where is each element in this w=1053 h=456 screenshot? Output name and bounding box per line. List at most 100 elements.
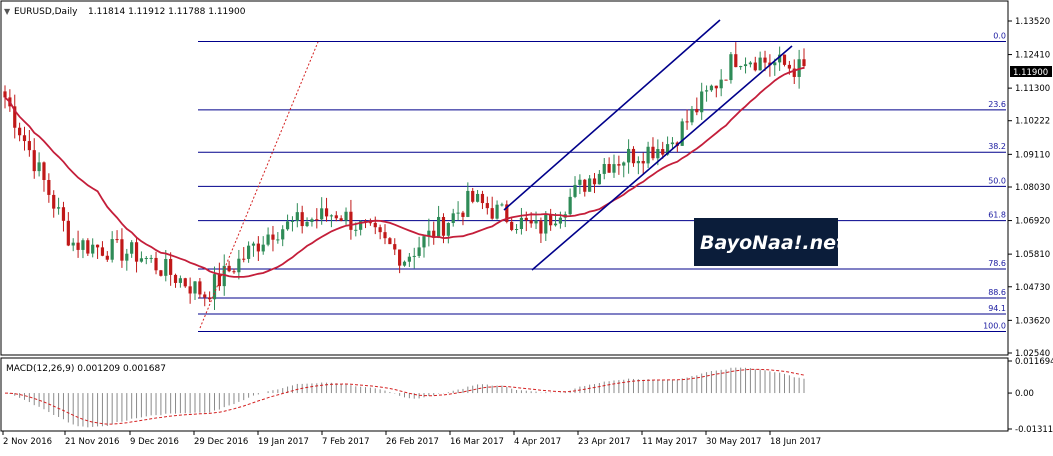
moving-average-layer — [4, 66, 805, 278]
candle-body — [115, 239, 119, 241]
fib-level-label: 38.2 — [988, 142, 1006, 151]
fib-level-label: 50.0 — [988, 176, 1006, 185]
candle-body — [217, 274, 221, 287]
candle-body — [232, 271, 236, 273]
candle-body — [524, 217, 528, 221]
candle-body — [490, 208, 494, 219]
channel-upper-line — [503, 19, 721, 211]
candle-body — [768, 62, 772, 66]
candle-body — [495, 204, 499, 219]
candle-body — [739, 66, 743, 68]
candle-body — [670, 142, 675, 145]
candle-body — [402, 261, 407, 266]
candle-body — [417, 247, 421, 256]
candle-body — [427, 230, 431, 237]
candle-body — [451, 213, 455, 224]
candle-body — [164, 258, 168, 276]
candle-body — [695, 108, 699, 113]
trendlines-layer — [199, 19, 793, 329]
candle-body — [583, 179, 587, 192]
candle-body — [773, 62, 777, 66]
candle-body — [71, 242, 75, 246]
candle-body — [339, 218, 343, 221]
price-tick-label: 1.02540 — [1015, 349, 1050, 359]
candle-body — [719, 79, 723, 89]
candle-body — [32, 150, 36, 172]
candle-body — [432, 230, 436, 238]
dotted-trendline — [199, 41, 319, 329]
candle-body — [227, 265, 231, 272]
candle-body — [437, 216, 441, 238]
candle-body — [76, 242, 80, 250]
candle-body — [549, 214, 553, 226]
candle-body — [256, 243, 260, 252]
time-tick-label: 18 Jun 2017 — [770, 437, 821, 447]
candle-body — [300, 212, 304, 227]
candle-body — [680, 121, 684, 146]
candle-body — [334, 215, 338, 219]
fib-level-label: 94.1 — [988, 304, 1006, 313]
candle-body — [758, 57, 762, 71]
candle-body — [105, 255, 109, 260]
candle-body — [514, 229, 519, 231]
candles-layer — [3, 42, 806, 310]
candle-body — [276, 239, 280, 241]
candle-body — [714, 85, 718, 89]
candle-body — [539, 220, 543, 234]
macd-axis: 0.011694 0.00 -0.01311 — [1008, 357, 1053, 435]
candle-body — [208, 297, 212, 300]
candle-body — [607, 164, 611, 173]
candle-body — [475, 193, 480, 202]
time-tick-label: 16 Mar 2017 — [450, 437, 504, 447]
price-tick-label: 1.04730 — [1015, 283, 1050, 293]
candle-body — [66, 220, 70, 246]
candle-body — [242, 258, 246, 260]
candle-body — [368, 222, 372, 224]
candle-body — [641, 160, 645, 164]
candle-body — [315, 219, 319, 221]
fibonacci-layer: 0.0 23.6 38.2 50.0 61.8 78.6 88.6 94.1 100.0 — [198, 32, 1006, 333]
candle-body — [86, 240, 90, 254]
time-tick-label: 29 Dec 2016 — [194, 437, 248, 447]
candle-body — [631, 148, 636, 164]
candle-body — [320, 208, 324, 220]
candle-body — [349, 211, 353, 230]
candle-body — [753, 62, 757, 71]
candle-body — [441, 216, 446, 236]
candle-body — [568, 196, 572, 215]
candle-body — [412, 255, 416, 257]
candle-body — [110, 239, 114, 260]
candle-body — [510, 221, 514, 230]
channel-lower-line — [531, 45, 793, 271]
candle-body — [612, 164, 616, 173]
candle-body — [656, 149, 660, 159]
time-axis: 2 Nov 2016 21 Nov 2016 9 Dec 2016 29 Dec 20… — [2, 431, 821, 447]
candle-body — [95, 244, 100, 248]
macd-layer — [4, 367, 805, 428]
candle-body — [480, 193, 485, 204]
moving-average-line — [4, 66, 805, 278]
candle-body — [378, 227, 382, 233]
time-tick-label: 30 May 2017 — [706, 437, 761, 447]
price-axis: 1.13520 1.12410 1.11300 1.10222 1.09110 1.080… — [1008, 17, 1050, 359]
candle-body — [203, 294, 207, 298]
candle-body — [344, 211, 348, 221]
candle-body — [398, 249, 402, 266]
price-tick-label: 1.08030 — [1015, 183, 1050, 193]
candle-body — [37, 162, 41, 172]
candle-body — [3, 91, 7, 98]
fib-level-label: 100.0 — [983, 322, 1006, 331]
macd-tick-label: 0.00 — [1015, 389, 1034, 399]
candle-body — [466, 190, 470, 217]
candle-body — [661, 149, 665, 155]
candle-body — [407, 256, 411, 262]
candle-body — [27, 141, 31, 151]
price-tick-label: 1.09110 — [1015, 150, 1050, 160]
candle-body — [529, 220, 533, 224]
candle-body — [519, 217, 524, 230]
candle-body — [685, 121, 689, 123]
candle-body — [724, 79, 728, 81]
candle-body — [125, 253, 129, 261]
candle-body — [222, 265, 226, 287]
candle-body — [709, 85, 714, 91]
